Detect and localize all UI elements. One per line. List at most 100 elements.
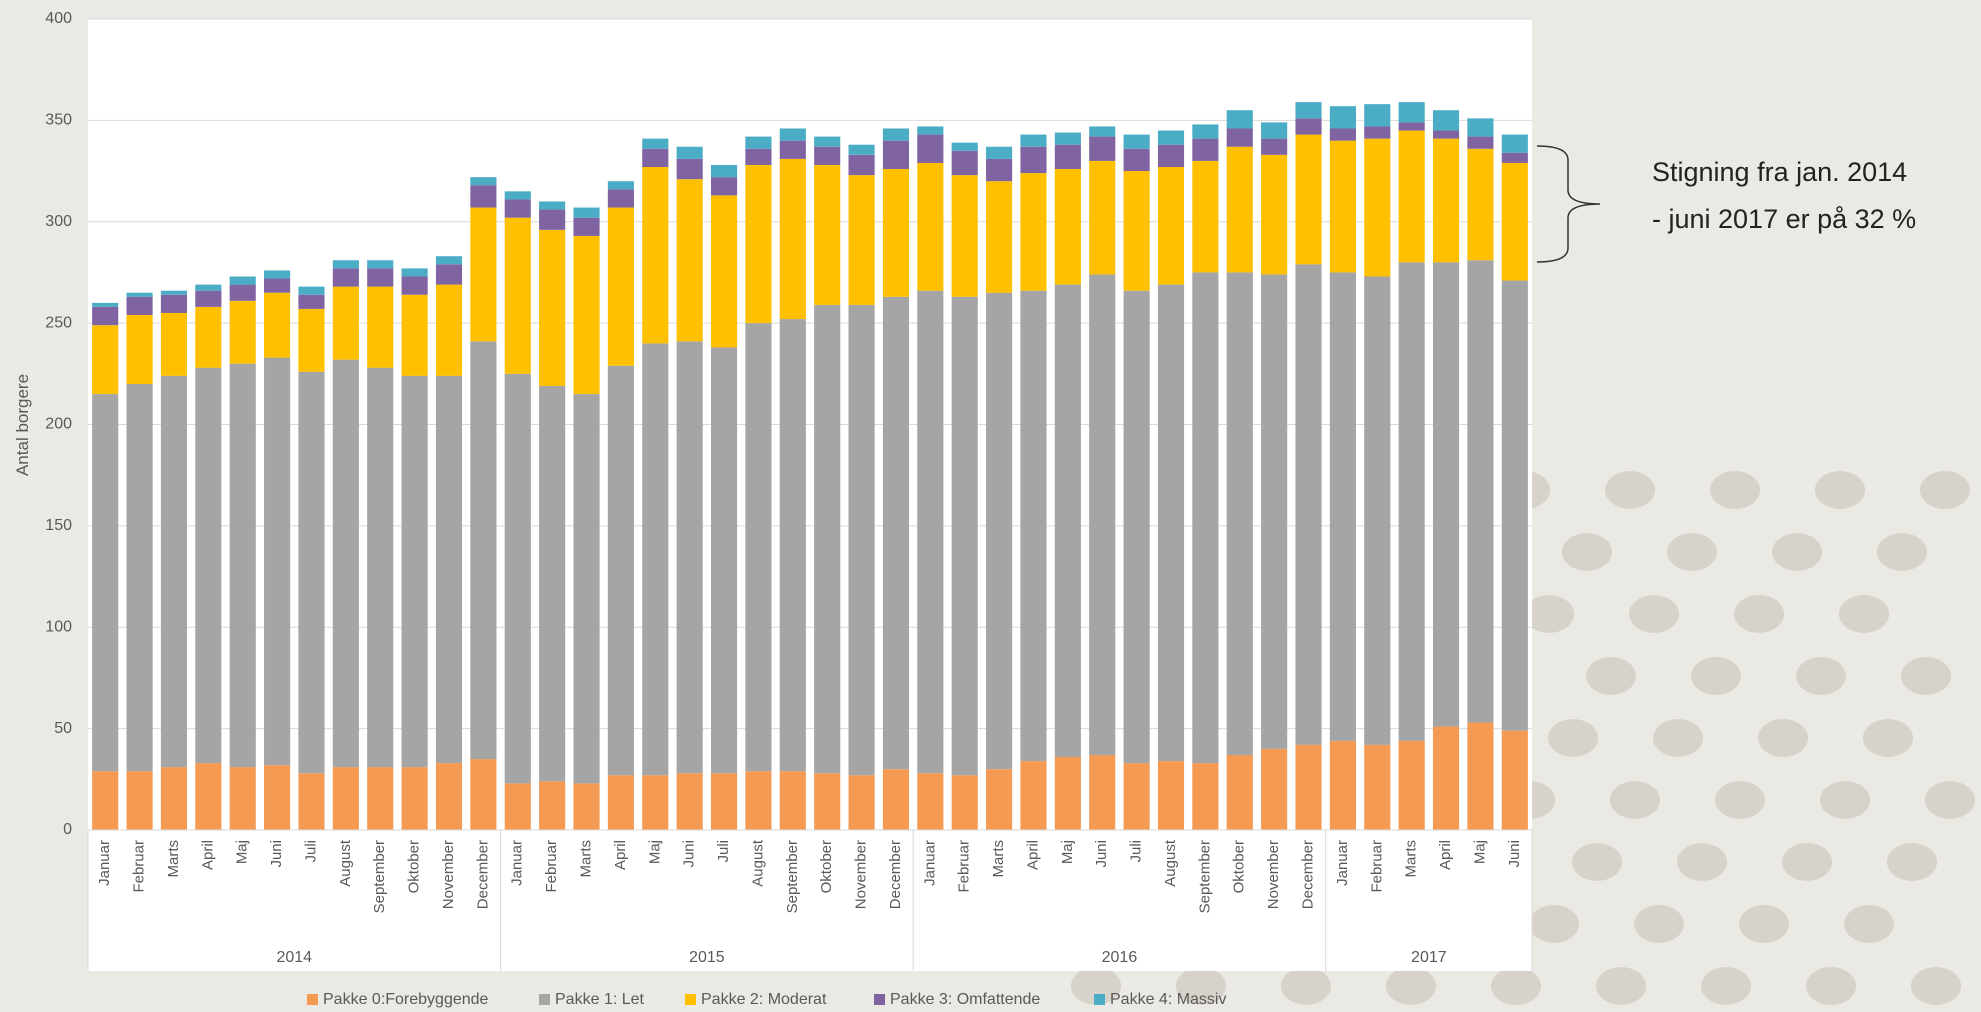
bar-segment bbox=[435, 264, 463, 285]
bar-segment bbox=[126, 292, 153, 297]
bar-segment bbox=[986, 146, 1013, 159]
legend-label: Pakke 2: Moderat bbox=[701, 991, 827, 1008]
bar-segment bbox=[435, 284, 463, 376]
bar-segment bbox=[126, 771, 153, 830]
bar-segment bbox=[1467, 148, 1494, 261]
bar-segment bbox=[1398, 262, 1425, 741]
dot bbox=[1911, 967, 1961, 1005]
bar-segment bbox=[504, 373, 531, 784]
bar-segment bbox=[1364, 744, 1391, 830]
bar-segment bbox=[1364, 276, 1391, 745]
bar-segment bbox=[367, 286, 394, 368]
bar-segment bbox=[1020, 173, 1047, 291]
bar-segment bbox=[779, 128, 806, 141]
bar-segment bbox=[745, 164, 772, 324]
bar-segment bbox=[986, 769, 1013, 830]
x-tick-label: April bbox=[1437, 840, 1454, 870]
bar-segment bbox=[92, 306, 119, 326]
bar-segment bbox=[1364, 126, 1391, 139]
x-tick-label: Maj bbox=[234, 840, 251, 864]
bar-segment bbox=[814, 304, 841, 774]
bar-segment bbox=[160, 767, 188, 830]
bar-segment bbox=[539, 201, 566, 210]
dot bbox=[1887, 843, 1937, 881]
bar-segment bbox=[882, 128, 910, 141]
y-tick-label: 250 bbox=[45, 314, 72, 331]
legend-label: Pakke 3: Omfattende bbox=[890, 991, 1040, 1008]
bar-segment bbox=[195, 763, 222, 830]
bar-segment bbox=[504, 783, 531, 830]
bar-segment bbox=[332, 767, 359, 830]
bar-segment bbox=[401, 268, 428, 277]
bar-segment bbox=[1261, 748, 1288, 830]
bar-segment bbox=[951, 775, 978, 830]
bar-segment bbox=[470, 185, 497, 208]
bar-segment bbox=[642, 167, 669, 344]
x-tick-label: Juni bbox=[1093, 840, 1110, 868]
bar-segment bbox=[607, 207, 634, 366]
annotation: - juni 2017 er på 32 % bbox=[1652, 204, 1916, 234]
bar-segment bbox=[1123, 171, 1150, 291]
bar-segment bbox=[1432, 138, 1460, 263]
bar-segment bbox=[1192, 160, 1219, 273]
x-tick-label: Februar bbox=[956, 840, 973, 893]
bar-segment bbox=[951, 150, 978, 176]
bar-segment bbox=[710, 195, 738, 348]
x-tick-label: Marts bbox=[165, 840, 182, 878]
bar-segment bbox=[1467, 118, 1494, 137]
bar-segment bbox=[367, 367, 394, 768]
x-tick-label: November bbox=[440, 840, 457, 909]
bar-segment bbox=[642, 138, 669, 149]
dot bbox=[1653, 719, 1703, 757]
legend-label: Pakke 1: Let bbox=[555, 991, 645, 1008]
bar-segment bbox=[1329, 740, 1356, 830]
x-tick-label: Maj bbox=[646, 840, 663, 864]
bar-segment bbox=[848, 175, 875, 305]
bar-segment bbox=[332, 268, 359, 287]
bar-segment bbox=[1157, 130, 1185, 145]
bar-segment bbox=[435, 256, 463, 265]
bar-segment bbox=[1501, 134, 1528, 153]
bar-segment bbox=[882, 769, 910, 830]
bar-segment bbox=[298, 773, 325, 830]
bar-segment bbox=[1020, 761, 1047, 830]
bar-segment bbox=[401, 375, 428, 768]
bar-segment bbox=[1295, 744, 1322, 830]
dot bbox=[1610, 781, 1660, 819]
bar-segment bbox=[779, 319, 806, 772]
bar-segment bbox=[745, 323, 772, 772]
x-tick-label: Oktober bbox=[818, 840, 835, 893]
bar-segment bbox=[1398, 740, 1425, 830]
bar-segment bbox=[1364, 138, 1391, 277]
x-tick-label: August bbox=[1162, 839, 1179, 887]
bar-segment bbox=[229, 300, 256, 364]
bar-segment bbox=[1432, 110, 1460, 131]
bar-segment bbox=[607, 365, 634, 776]
bar-segment bbox=[1467, 136, 1494, 149]
bar-segment bbox=[710, 347, 738, 774]
dot bbox=[1176, 967, 1226, 1005]
bar-segment bbox=[229, 363, 256, 768]
dot bbox=[1548, 719, 1598, 757]
bar-segment bbox=[160, 375, 188, 768]
x-tick-label: Februar bbox=[131, 840, 148, 893]
bar-segment bbox=[1192, 138, 1219, 161]
x-tick-label: September bbox=[1196, 840, 1213, 913]
bar-segment bbox=[917, 773, 944, 830]
x-tick-label: Januar bbox=[509, 840, 526, 886]
bar-segment bbox=[1467, 722, 1494, 830]
bar-segment bbox=[1398, 130, 1425, 263]
dot bbox=[1634, 905, 1684, 943]
bar-segment bbox=[1501, 280, 1528, 731]
x-tick-label: August bbox=[337, 839, 354, 887]
bar-segment bbox=[1364, 104, 1391, 127]
dot bbox=[1386, 967, 1436, 1005]
x-tick-label: September bbox=[784, 840, 801, 913]
x-tick-label: Juni bbox=[268, 840, 285, 868]
bar-segment bbox=[401, 767, 428, 830]
bar-segment bbox=[882, 140, 910, 170]
y-tick-label: 50 bbox=[54, 720, 72, 737]
bar-segment bbox=[332, 260, 359, 269]
bar-segment bbox=[573, 207, 600, 218]
